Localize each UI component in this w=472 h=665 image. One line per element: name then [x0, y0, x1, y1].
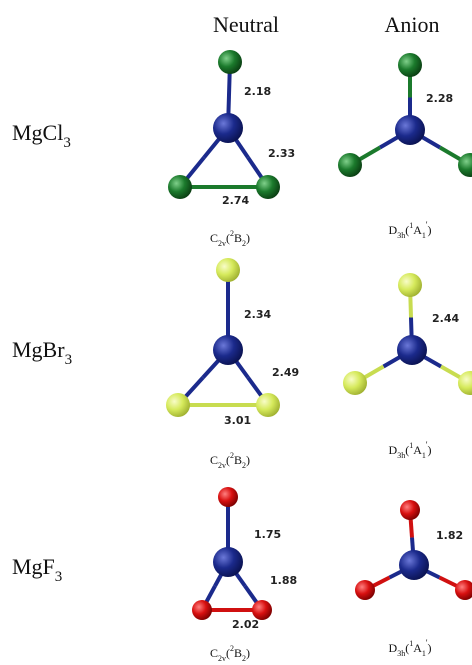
symmetry-label: C2v(2B2): [210, 644, 250, 663]
symmetry-part: ): [246, 646, 250, 660]
formula-sub: 3: [63, 135, 71, 151]
bond-length: 2.74: [222, 194, 249, 207]
symmetry-part: B: [234, 646, 242, 660]
halogen-atom: [192, 600, 212, 620]
symmetry-label: D3h(1A1'): [389, 440, 432, 460]
halogen-atom: [458, 153, 472, 177]
halogen-atom: [218, 487, 238, 507]
halogen-atom: [398, 273, 422, 297]
mg-atom: [213, 113, 243, 143]
halogen-atom: [218, 50, 242, 74]
bond-length: 1.88: [270, 574, 297, 587]
symmetry-part: D: [389, 443, 398, 457]
bond-length: 2.44: [432, 312, 459, 325]
halogen-atom: [256, 393, 280, 417]
column-header: Anion: [385, 12, 440, 37]
symmetry-part: ): [427, 641, 431, 655]
halogen-atom: [398, 53, 422, 77]
symmetry-part: D: [389, 223, 398, 237]
symmetry-part: 3h: [397, 231, 405, 240]
formula: MgF3: [12, 554, 62, 585]
mg-atom: [213, 547, 243, 577]
halogen-atom: [400, 500, 420, 520]
symmetry-label: D3h(1A1'): [389, 220, 432, 240]
symmetry-part: A: [413, 443, 422, 457]
symmetry-part: 2v: [218, 461, 226, 470]
figure: Neutral Anion MgCl32.182.332.74C2v(2B2)2…: [0, 0, 472, 665]
mg-atom: [395, 115, 425, 145]
formula-base: MgF: [12, 554, 55, 579]
symmetry-part: 2v: [218, 239, 226, 248]
bond-length: 1.75: [254, 528, 281, 541]
bond-length: 2.33: [268, 147, 295, 160]
halogen-atom: [458, 371, 472, 395]
formula: MgCl3: [12, 120, 71, 151]
formula-sub: 3: [65, 352, 73, 368]
symmetry-label: C2v(2B2): [210, 451, 250, 470]
bond-length: 2.02: [232, 618, 259, 631]
bond-length: 1.82: [436, 529, 463, 542]
halogen-atom: [216, 258, 240, 282]
symmetry-part: 3h: [397, 649, 405, 658]
bond-length: 2.28: [426, 92, 453, 105]
symmetry-part: ): [246, 231, 250, 245]
symmetry-label: C2v(2B2): [210, 229, 250, 248]
halogen-atom: [166, 393, 190, 417]
symmetry-part: ): [427, 443, 431, 457]
halogen-atom: [338, 153, 362, 177]
column-header: Neutral: [213, 12, 279, 37]
halogen-atom: [455, 580, 472, 600]
formula-base: MgBr: [12, 337, 65, 362]
symmetry-part: 1: [422, 451, 426, 460]
symmetry-label: D3h(1A1'): [389, 638, 432, 658]
mg-atom: [213, 335, 243, 365]
symmetry-part: 1: [422, 231, 426, 240]
bond-length: 2.34: [244, 308, 271, 321]
halogen-atom: [256, 175, 280, 199]
symmetry-part: B: [234, 231, 242, 245]
mg-atom: [397, 335, 427, 365]
bond-length: 2.49: [272, 366, 299, 379]
symmetry-part: B: [234, 453, 242, 467]
formula-sub: 3: [55, 569, 63, 585]
bond-length: 2.18: [244, 85, 271, 98]
symmetry-part: 3h: [397, 451, 405, 460]
mg-atom: [399, 550, 429, 580]
symmetry-part: D: [389, 641, 398, 655]
symmetry-part: A: [413, 641, 422, 655]
symmetry-part: C: [210, 453, 218, 467]
symmetry-part: 2v: [218, 654, 226, 663]
halogen-atom: [343, 371, 367, 395]
halogen-atom: [355, 580, 375, 600]
halogen-atom: [168, 175, 192, 199]
formula-base: MgCl: [12, 120, 63, 145]
symmetry-part: 1: [422, 649, 426, 658]
symmetry-part: C: [210, 231, 218, 245]
symmetry-part: ): [246, 453, 250, 467]
symmetry-part: ): [427, 223, 431, 237]
halogen-atom: [252, 600, 272, 620]
bond-length: 3.01: [224, 414, 251, 427]
formula: MgBr3: [12, 337, 72, 368]
symmetry-part: A: [413, 223, 422, 237]
symmetry-part: C: [210, 646, 218, 660]
